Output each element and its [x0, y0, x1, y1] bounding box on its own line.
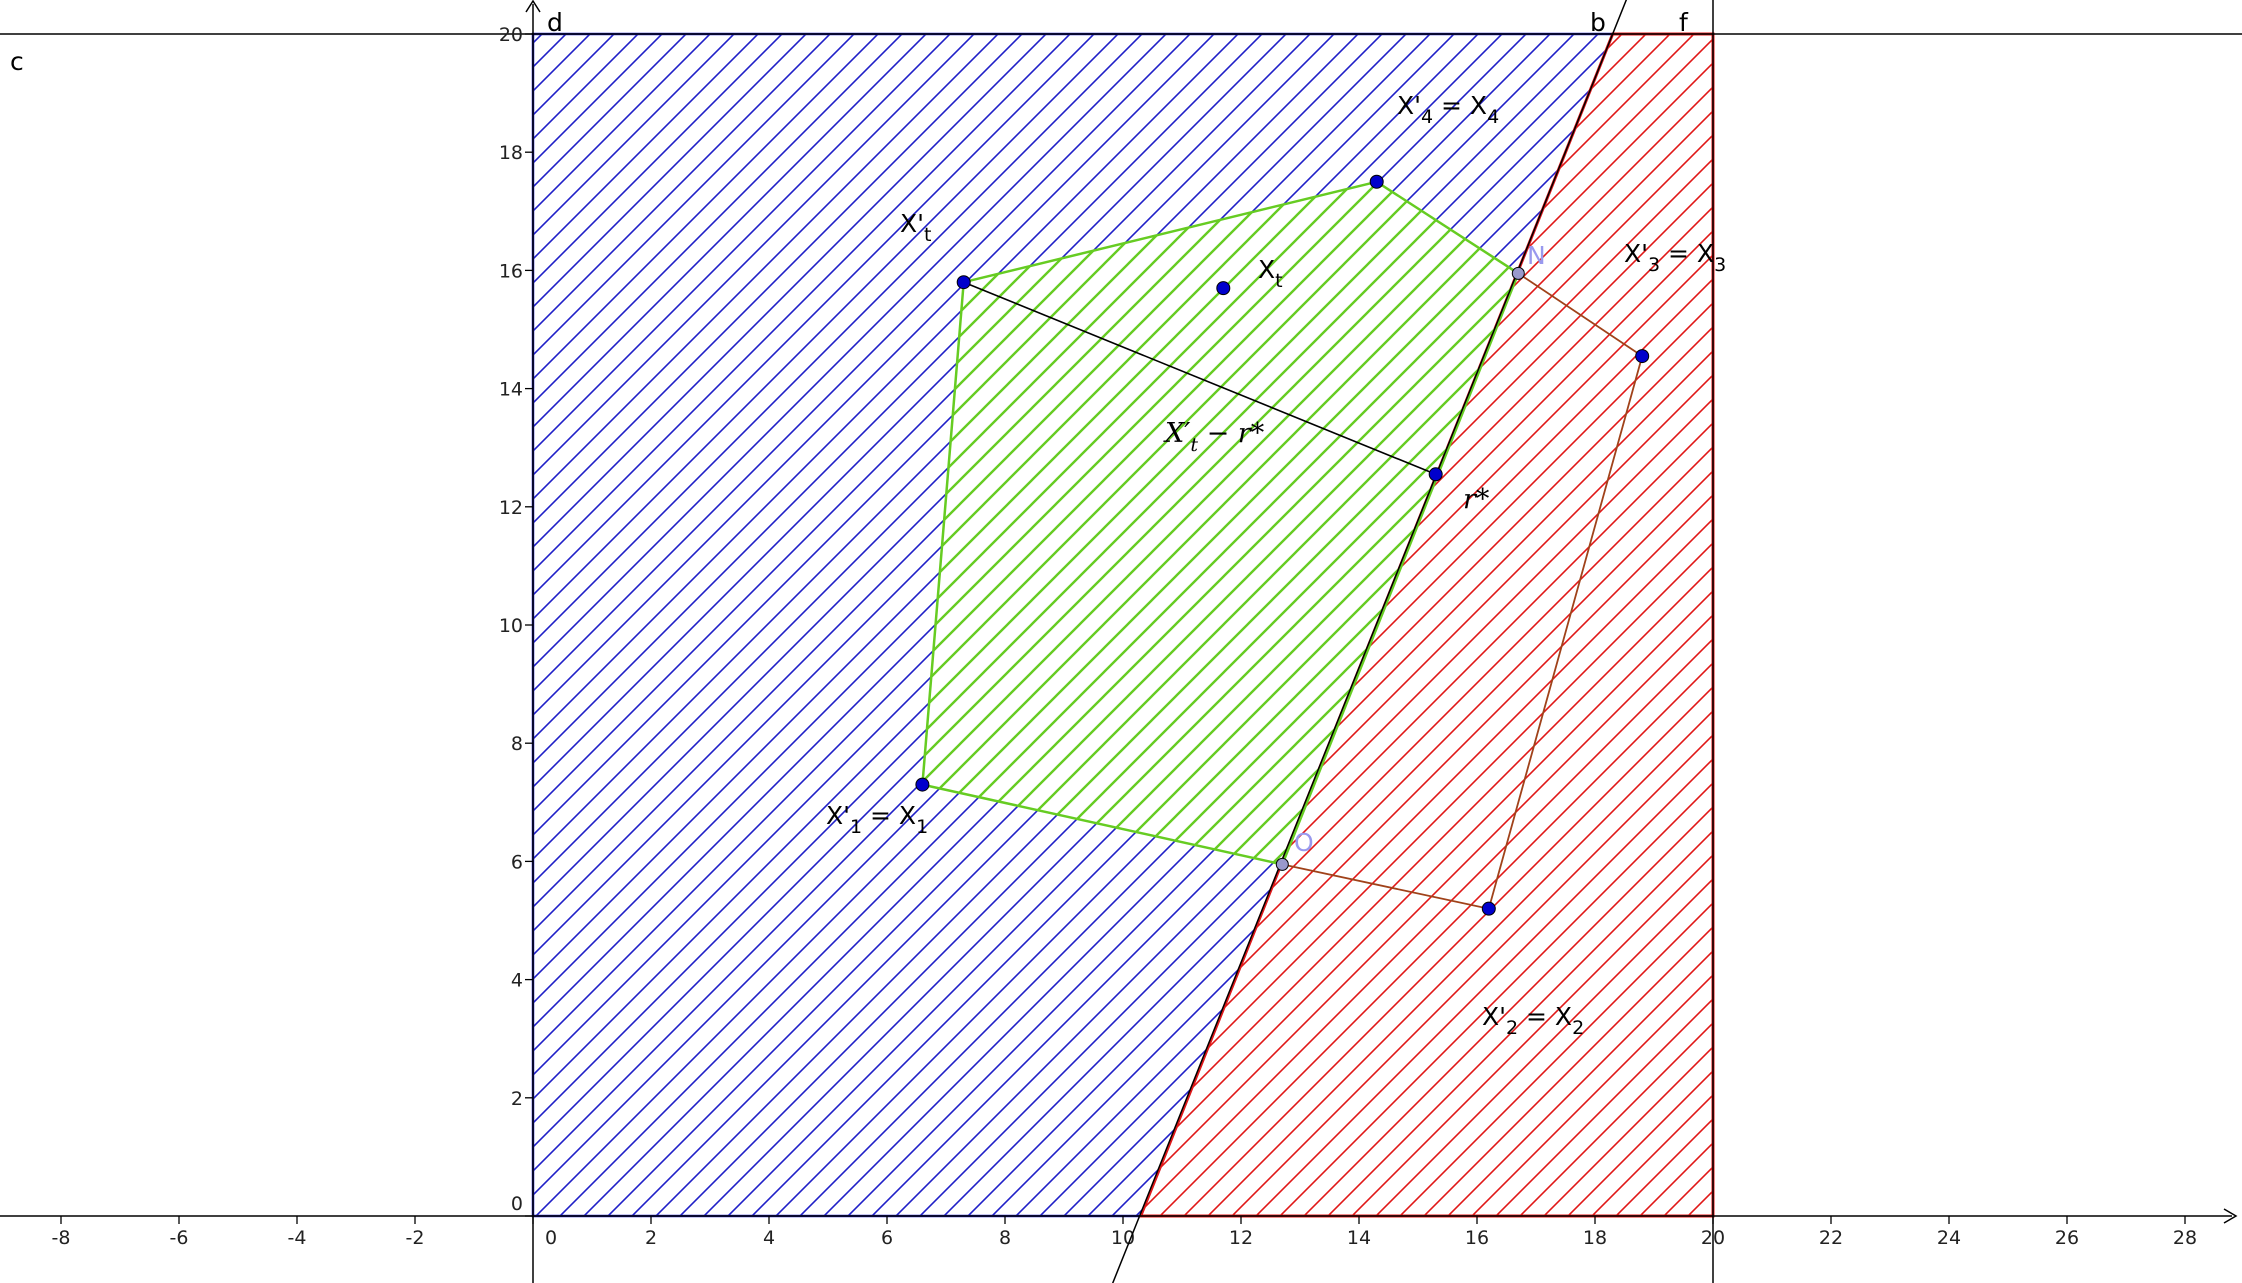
point-r[interactable] — [1428, 467, 1443, 482]
label-b: b — [1590, 8, 1606, 37]
x-axis-arrow — [2223, 1208, 2238, 1224]
x-tick-label: 16 — [1465, 1227, 1489, 1249]
x-tick-label: -4 — [288, 1227, 307, 1249]
label-c: c — [10, 47, 24, 76]
y-tick-label: 10 — [499, 615, 523, 637]
label-formula: X′t − r* — [1163, 418, 1265, 456]
y-axis-arrow — [525, 0, 541, 13]
x-tick-label: 6 — [881, 1227, 893, 1249]
label-o: O — [1294, 828, 1314, 857]
x-tick-label: 26 — [2055, 1227, 2079, 1249]
label-rstar: r* — [1463, 484, 1490, 515]
y-tick-label: 8 — [511, 733, 523, 755]
x-tick-label: 20 — [1701, 1227, 1725, 1249]
y-tick-label: 18 — [499, 142, 523, 164]
x-tick-label: 2 — [645, 1227, 657, 1249]
green-polygon — [921, 180, 1520, 866]
label-x2: X'2 = X2 — [1482, 1002, 1584, 1039]
x-tick-label: 22 — [1819, 1227, 1843, 1249]
point-xt[interactable] — [1216, 281, 1231, 296]
point-xt[interactable] — [956, 275, 971, 290]
y-tick-label: 14 — [499, 379, 523, 401]
x-tick-label: 8 — [999, 1227, 1011, 1249]
point-x2[interactable] — [1481, 901, 1496, 916]
y-tick-label: 4 — [511, 970, 523, 992]
y-tick-label: 6 — [511, 851, 523, 873]
label-d: d — [547, 8, 563, 37]
x-tick-label: 4 — [763, 1227, 775, 1249]
label-n: N — [1527, 241, 1546, 270]
point-x1[interactable] — [915, 777, 930, 792]
x-tick-label: 14 — [1347, 1227, 1371, 1249]
x-tick-label: -6 — [170, 1227, 189, 1249]
label-x4: X'4 = X4 — [1397, 91, 1499, 128]
x-axis-ticks: -8 -6 -4 -2 0 2 4 6 8 10 12 14 16 18 20 22 24 26 28 — [52, 1216, 2197, 1249]
x-tick-label: 24 — [1937, 1227, 1961, 1249]
segment-xt-rstar — [963, 281, 1437, 476]
line-b — [1111, 0, 1628, 1283]
y-tick-label: 16 — [499, 260, 523, 282]
x-tick-label: 28 — [2173, 1227, 2197, 1249]
point-o[interactable] — [1275, 857, 1289, 871]
label-x1: X'1 = X1 — [826, 801, 928, 838]
brown-polygon-edge — [1282, 272, 1644, 910]
y-tick-label: 12 — [499, 497, 523, 519]
x-tick-label: -8 — [52, 1227, 71, 1249]
x-tick-label: -2 — [406, 1227, 425, 1249]
label-xt: Xt — [1258, 255, 1283, 292]
x-tick-label: 0 — [545, 1227, 557, 1249]
point-x3[interactable] — [1635, 349, 1650, 364]
x-tick-label: 18 — [1583, 1227, 1607, 1249]
y-tick-label: 20 — [499, 24, 523, 46]
point-x4[interactable] — [1369, 174, 1384, 189]
y-tick-label: 0 — [511, 1193, 523, 1215]
label-f: f — [1679, 8, 1689, 37]
label-x3: X'3 = X3 — [1624, 239, 1726, 276]
label-xprime-t: X't — [900, 209, 931, 246]
x-tick-label: 12 — [1229, 1227, 1253, 1249]
point-n[interactable] — [1511, 266, 1525, 280]
y-tick-label: 2 — [511, 1088, 523, 1110]
y-axis-ticks: 0 2 4 6 8 10 12 14 16 18 20 — [499, 24, 533, 1217]
points-layer — [915, 174, 1650, 916]
